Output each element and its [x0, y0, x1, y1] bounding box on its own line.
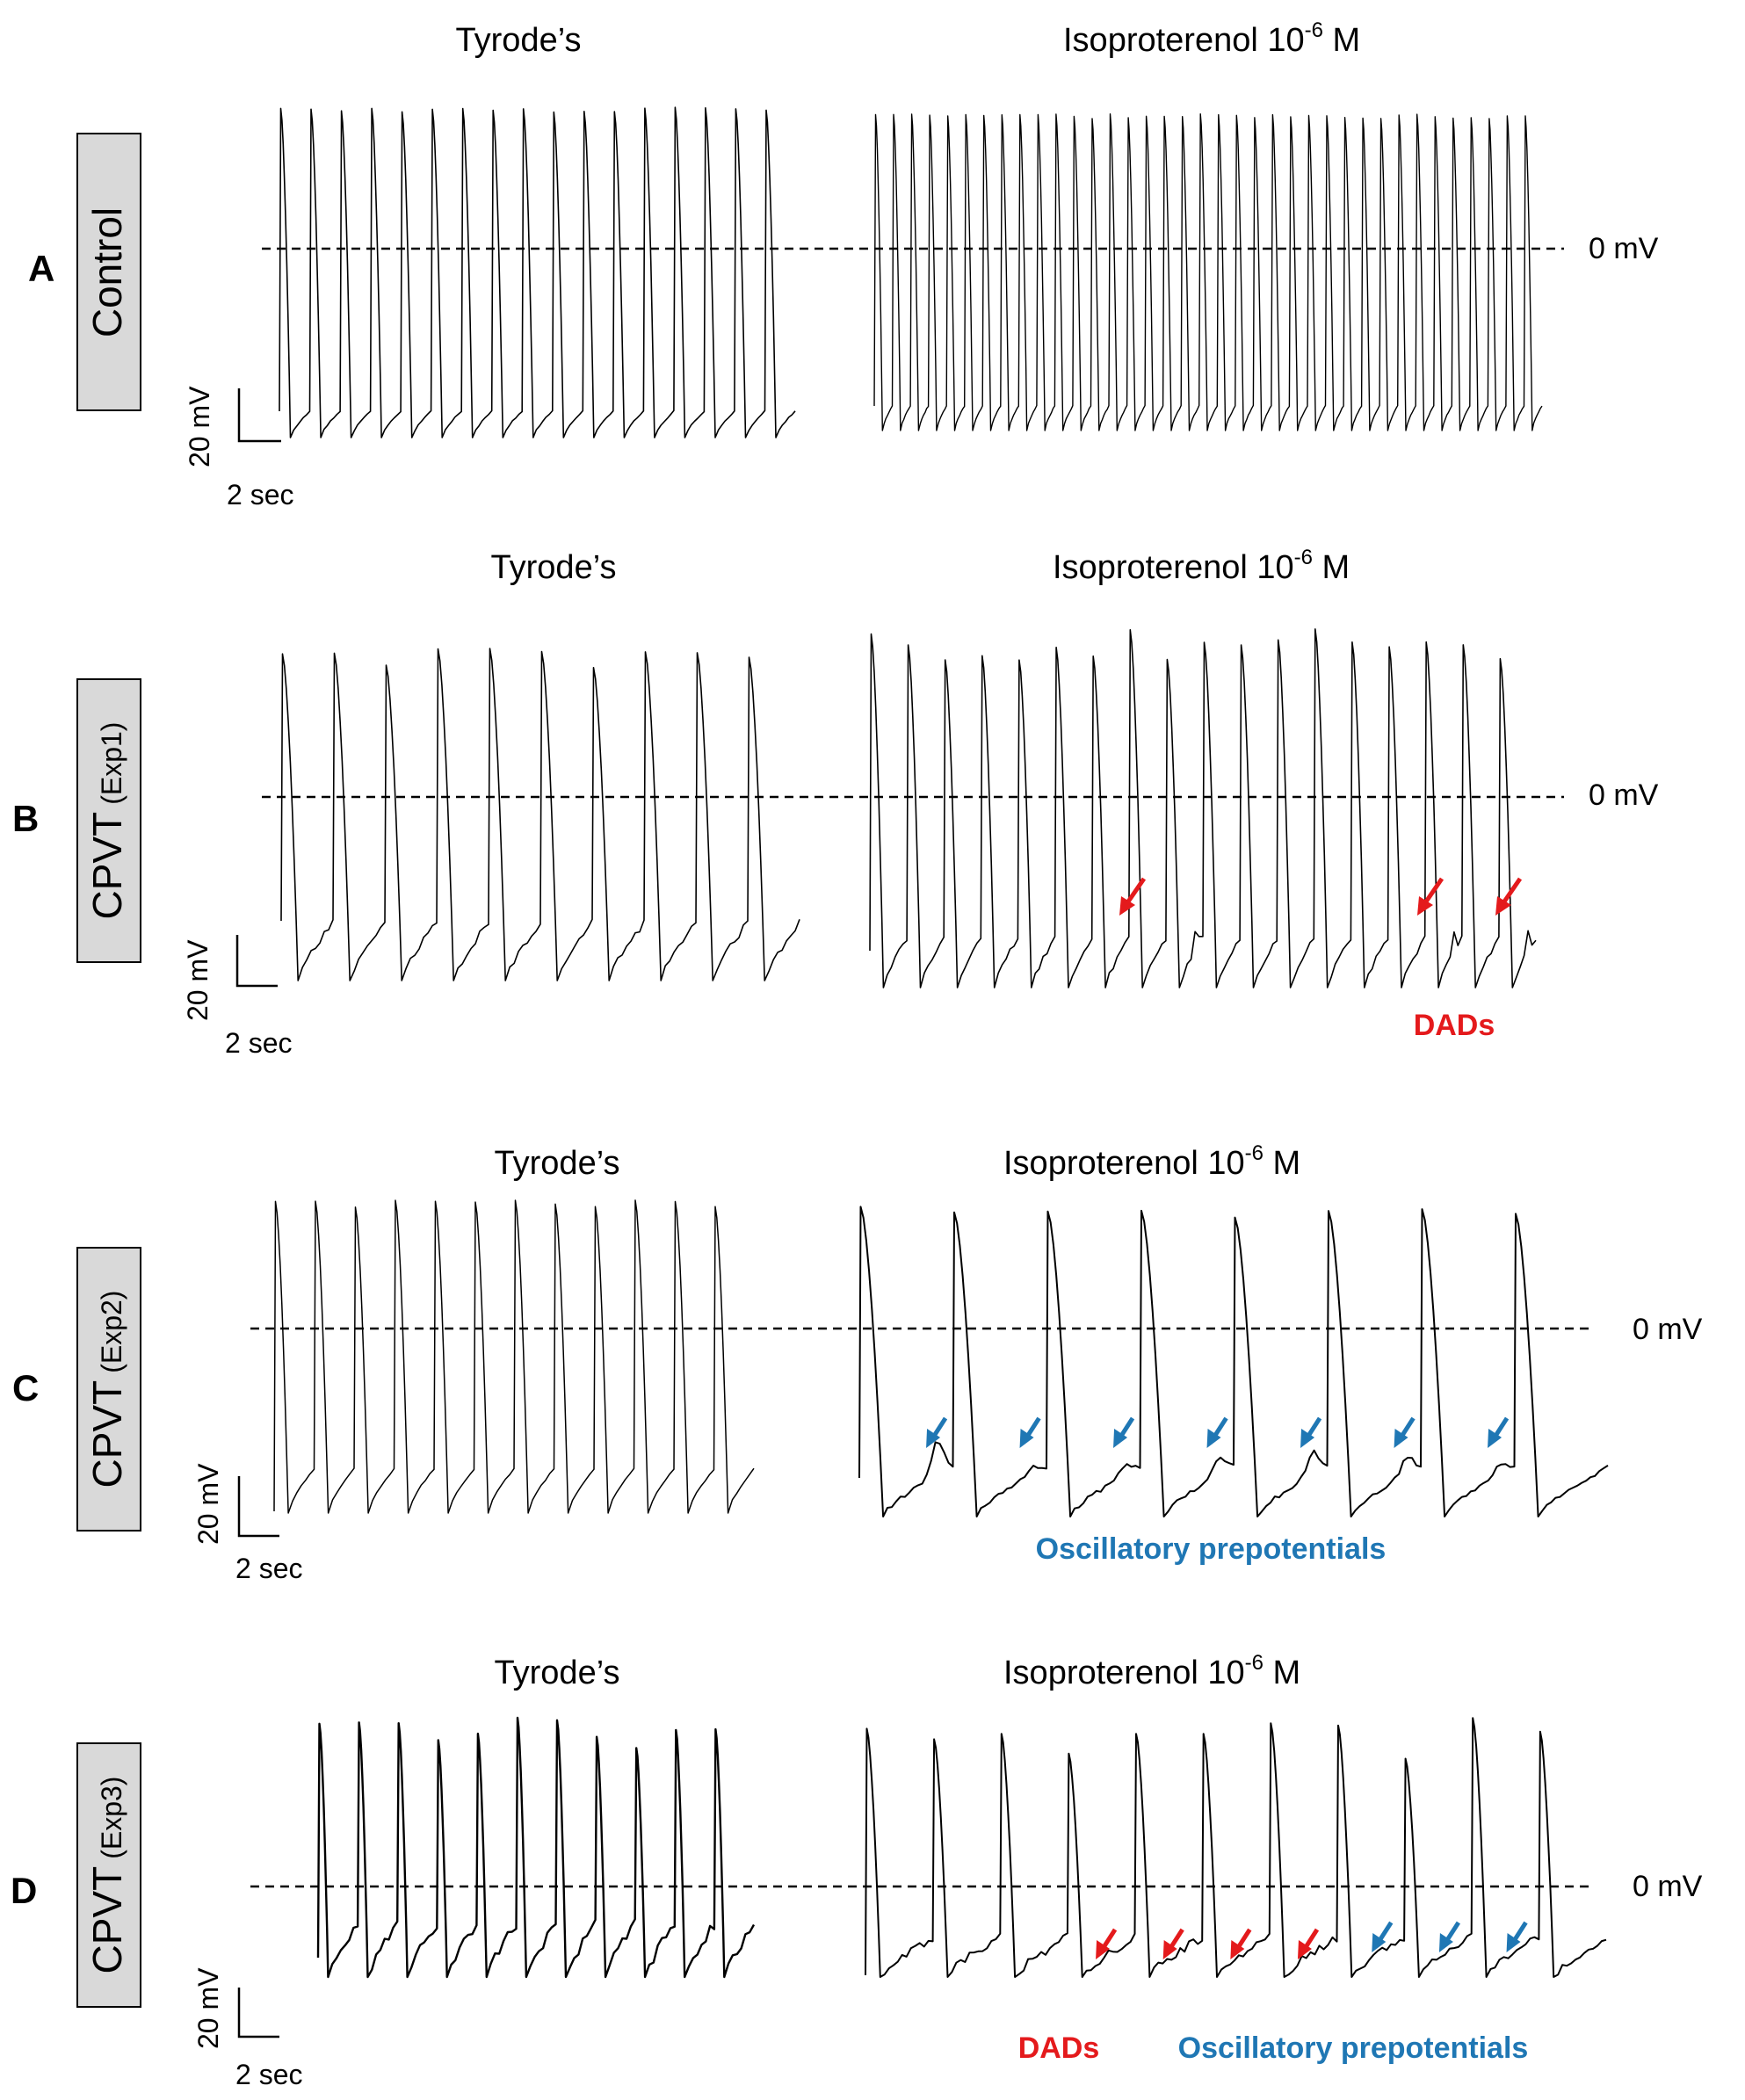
panel-a-zero-label: 0 mV	[1589, 232, 1659, 265]
dad-arrow	[1495, 877, 1523, 916]
panel-b: Tyrode’s Isoproterenol 10-6 M B CPVT(Exp…	[12, 546, 1659, 1059]
panel-b-tyrode-title: Tyrode’s	[491, 549, 617, 586]
panel-b-group-label: CPVT(Exp1)	[84, 722, 130, 920]
dad-arrow	[1096, 1928, 1118, 1959]
osc-arrow	[1372, 1921, 1394, 1952]
panel-b-dad-arrows	[1119, 877, 1523, 916]
panel-b-letter: B	[12, 798, 39, 839]
panel-d-dad-arrows	[1096, 1928, 1320, 1959]
panel-d-group-label: CPVT(Exp3)	[84, 1777, 130, 1974]
panel-c-scale-bar	[237, 1476, 279, 1538]
panel-c-iso-title: Isoproterenol 10-6 M	[1003, 1141, 1300, 1182]
panel-a-mv-scale: 20 mV	[184, 386, 215, 467]
panel-d-tyrode-title: Tyrode’s	[495, 1655, 620, 1691]
dad-arrow	[1119, 877, 1147, 916]
panel-d-sec-scale: 2 sec	[235, 2059, 302, 2090]
panel-d-iso-trace	[865, 1717, 1607, 1978]
panel-a-scale-bar	[237, 388, 281, 443]
osc-arrow	[1488, 1416, 1510, 1448]
panel-a: Tyrode’s Isoproterenol 10-6 M A Control …	[28, 18, 1659, 511]
panel-c-zero-label: 0 mV	[1633, 1313, 1703, 1346]
panel-d-osc-label: Oscillatory prepotentials	[1178, 2031, 1529, 2065]
osc-arrow	[1394, 1416, 1416, 1448]
panel-c-group-label: CPVT(Exp2)	[84, 1291, 130, 1488]
osc-arrow	[1438, 1921, 1461, 1952]
panel-d-zero-label: 0 mV	[1633, 1870, 1703, 1903]
panel-d-osc-arrows	[1372, 1921, 1528, 1952]
panel-d-tyrode-trace	[316, 1716, 756, 1979]
osc-arrow	[1206, 1416, 1228, 1448]
dad-arrow	[1162, 1928, 1184, 1959]
panel-d-dads-label: DADs	[1018, 2031, 1100, 2065]
panel-c: Tyrode’s Isoproterenol 10-6 M C CPVT(Exp…	[12, 1141, 1703, 1584]
panel-c-osc-label: Oscillatory prepotentials	[1036, 1532, 1387, 1566]
panel-b-dads-label: DADs	[1414, 1009, 1495, 1042]
panel-a-group-label: Control	[84, 207, 130, 337]
panel-d-mv-scale: 20 mV	[192, 1967, 224, 2049]
panel-c-tyrode-trace	[273, 1199, 755, 1514]
panel-c-iso-trace	[858, 1206, 1609, 1517]
panel-b-mv-scale: 20 mV	[182, 939, 214, 1021]
panel-b-iso-title: Isoproterenol 10-6 M	[1053, 546, 1350, 586]
panel-a-tyrode-trace	[279, 106, 796, 438]
panel-c-osc-arrows	[926, 1416, 1510, 1448]
panel-d-iso-title: Isoproterenol 10-6 M	[1003, 1651, 1300, 1691]
panel-b-group-box	[76, 678, 141, 963]
dad-arrow	[1230, 1928, 1252, 1959]
panel-a-sec-scale: 2 sec	[227, 479, 293, 511]
panel-c-tyrode-title: Tyrode’s	[495, 1145, 620, 1182]
dad-arrow	[1297, 1928, 1320, 1959]
panel-d-group-box	[76, 1742, 141, 2008]
panel-d-letter: D	[11, 1870, 37, 1911]
osc-arrow	[1113, 1416, 1135, 1448]
panel-d-scale-bar	[237, 1988, 279, 2038]
panel-c-mv-scale: 20 mV	[192, 1463, 224, 1545]
panel-a-iso-title: Isoproterenol 10-6 M	[1063, 18, 1360, 59]
panel-b-sec-scale: 2 sec	[225, 1027, 292, 1059]
dad-arrow	[1417, 877, 1445, 916]
panel-b-tyrode-trace	[280, 648, 800, 981]
panel-c-letter: C	[12, 1367, 39, 1408]
panel-b-scale-bar	[235, 935, 278, 988]
osc-arrow	[926, 1416, 948, 1448]
panel-b-zero-label: 0 mV	[1589, 778, 1659, 812]
osc-arrow	[1506, 1921, 1528, 1952]
panel-a-letter: A	[28, 248, 54, 289]
panel-a-group-box	[76, 133, 141, 411]
osc-arrow	[1300, 1416, 1322, 1448]
panel-a-iso-trace	[873, 113, 1543, 431]
panel-b-iso-trace	[869, 628, 1537, 988]
panel-c-sec-scale: 2 sec	[235, 1553, 302, 1584]
panel-c-group-box	[76, 1247, 141, 1532]
osc-arrow	[1019, 1416, 1041, 1448]
panel-a-tyrode-title: Tyrode’s	[456, 22, 582, 59]
panel-d: Tyrode’s Isoproterenol 10-6 M D CPVT(Exp…	[11, 1651, 1703, 2090]
